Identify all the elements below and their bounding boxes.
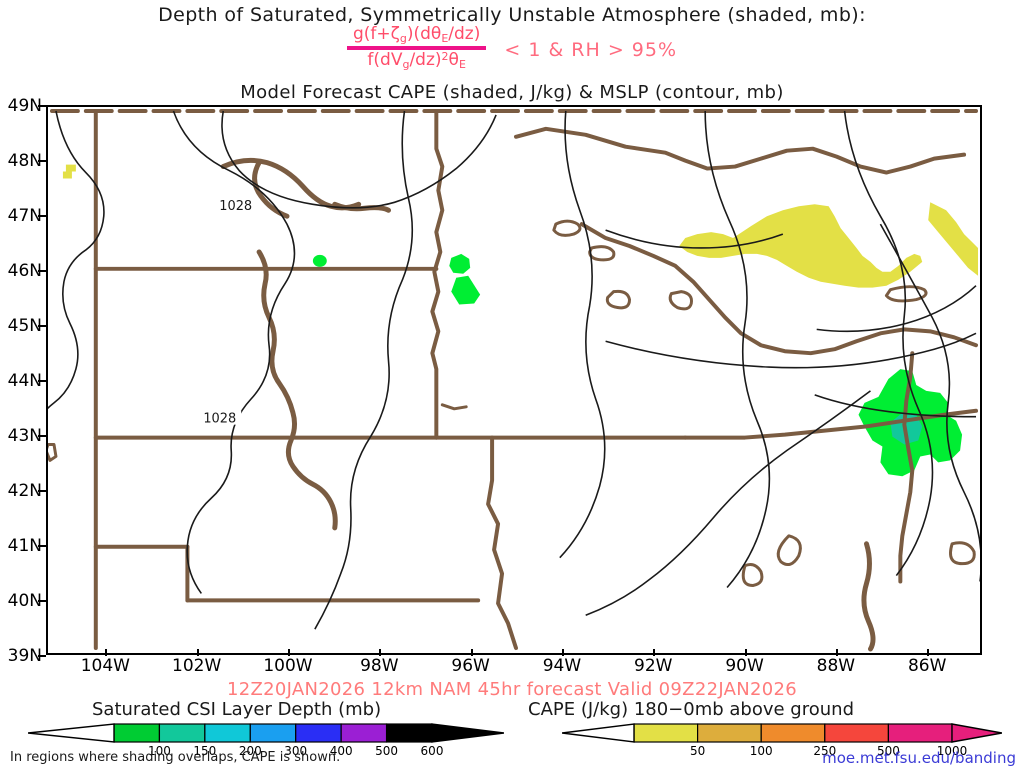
legend-title-cape: CAPE (J/kg) 180−0mb above ground (528, 699, 854, 720)
colorbar-tick-label: 600 (420, 744, 444, 758)
csi-patch-dakota (312, 254, 327, 267)
colorbar-tick-label: 300 (284, 744, 308, 758)
lat-tick-mark (38, 655, 46, 657)
colorbar-cell (113, 723, 161, 743)
lon-tick-label: 90W (725, 656, 764, 676)
lat-tick-label: 47N (7, 206, 42, 226)
contour-labels: 1028 1028 (201, 198, 258, 427)
colorbar-tick-label: 150 (193, 744, 217, 758)
colorbar-cell (633, 723, 699, 743)
title-block: Depth of Saturated, Symmetrically Unstab… (0, 0, 1024, 103)
colorbar-cell (340, 723, 388, 743)
cape-patch-east-edge (928, 202, 979, 276)
mslp-contour-layer (48, 110, 980, 630)
colorbar-tick-label: 500 (375, 744, 399, 758)
colorbar-tick-label: 250 (813, 744, 837, 758)
lon-tick-label: 92W (634, 656, 673, 676)
fraction-bar (346, 45, 487, 50)
colorbar-cell (204, 723, 251, 743)
map-canvas[interactable]: 1028 1028 (48, 107, 980, 653)
lat-tick-label: 45N (7, 316, 42, 336)
lat-tick-mark (38, 490, 46, 492)
criterion-threshold-text: < 1 & RH > 95% (504, 39, 678, 62)
colorbar-csi[interactable]: 100 150 200 300 400 500 600 (28, 722, 504, 762)
lon-tick-label: 94W (542, 656, 582, 676)
site-url-link[interactable]: moe.met.fsu.edu/banding (822, 749, 1016, 767)
lat-tick-label: 46N (7, 261, 42, 281)
colorbar-cell (760, 723, 826, 743)
colorbar-cell (158, 723, 206, 743)
forecast-map[interactable]: 1028 1028 (46, 105, 982, 655)
legend-title-csi: Saturated CSI Layer Depth (mb) (92, 699, 382, 720)
criterion-row: g(f+ζg)(dθE/dz) f(dVg/dz)2θE < 1 & RH > … (0, 24, 1024, 71)
lat-tick-label: 44N (7, 371, 42, 391)
colorbar-cell (697, 723, 762, 743)
colorbar-tick-label: 100 (749, 744, 773, 758)
colorbar-cell (824, 723, 889, 743)
colorbar-tick-label: 100 (147, 744, 171, 758)
lon-tick-label: 86W (907, 656, 947, 676)
contour-label-1028-b: 1028 (203, 412, 236, 427)
colorbar-cape[interactable]: 50 100 250 500 1000 (562, 722, 1002, 762)
lat-tick-label: 42N (7, 481, 42, 501)
lat-tick-label: 41N (7, 536, 42, 556)
legend-titles: Saturated CSI Layer Depth (mb) CAPE (J/k… (0, 699, 1024, 721)
colorbar-cell (249, 723, 297, 743)
csi-patch-mn-a (449, 253, 471, 274)
political-borders-layer (48, 108, 979, 652)
colorbar-tick-label: 50 (689, 744, 706, 758)
formula-numerator: g(f+ζg)(dθE/dz) (352, 24, 481, 45)
contour-label-1028-a: 1028 (219, 199, 252, 214)
lon-tick-label: 88W (816, 656, 856, 676)
colorbar-cape-low-arrow (562, 723, 635, 743)
cape-subtitle: Model Forecast CAPE (shaded, J/kg) & MSL… (240, 82, 784, 103)
colorbar-cape-high-arrow (951, 723, 1002, 743)
cape-patch-lake-superior (679, 204, 923, 288)
lon-tick-label: 100W (263, 656, 313, 676)
formula-denominator: f(dVg/dz)2θE (367, 49, 466, 71)
lat-tick-mark (38, 160, 46, 162)
lat-tick-label: 43N (7, 426, 42, 446)
lon-tick-label: 102W (172, 656, 222, 676)
colorbar-cell (887, 723, 953, 743)
lat-tick-mark (38, 215, 46, 217)
colorbar-tick-label: 1000 (936, 744, 968, 758)
overlap-footnote: In regions where shading overlaps, CAPE … (10, 750, 341, 765)
lat-tick-mark (38, 545, 46, 547)
lon-tick-label: 104W (80, 656, 130, 676)
lat-tick-mark (38, 435, 46, 437)
lat-tick-mark (38, 600, 46, 602)
colorbar-tick-label: 400 (329, 744, 353, 758)
lon-tick-label: 98W (360, 656, 399, 676)
colorbar-csi-svg[interactable] (28, 722, 504, 744)
cape-shading-layer (62, 164, 979, 288)
colorbar-cell (295, 723, 342, 743)
page-title: Depth of Saturated, Symmetrically Unstab… (158, 4, 866, 26)
colorbar-tick-label: 500 (876, 744, 900, 758)
lat-tick-mark (38, 325, 46, 327)
colorbar-cape-svg[interactable] (562, 722, 1002, 744)
lat-tick-mark (38, 380, 46, 382)
lat-tick-label: 39N (7, 646, 42, 666)
csi-patch-mn-b (451, 275, 481, 305)
lat-tick-mark (38, 105, 46, 107)
lon-tick-label: 96W (451, 656, 490, 676)
colorbar-tick-label: 200 (238, 744, 262, 758)
colorbar-csi-high-arrow (431, 723, 504, 743)
csi-criterion-formula: g(f+ζg)(dθE/dz) f(dVg/dz)2θE (346, 24, 487, 71)
colorbar-cell (385, 723, 433, 743)
cape-patch-nw (62, 164, 76, 179)
forecast-valid-line: 12Z20JAN2026 12km NAM 45hr forecast Vali… (226, 679, 798, 700)
lat-tick-mark (38, 270, 46, 272)
lat-tick-label: 48N (7, 151, 42, 171)
lat-tick-label: 40N (7, 591, 42, 611)
colorbar-csi-low-arrow (28, 723, 115, 743)
